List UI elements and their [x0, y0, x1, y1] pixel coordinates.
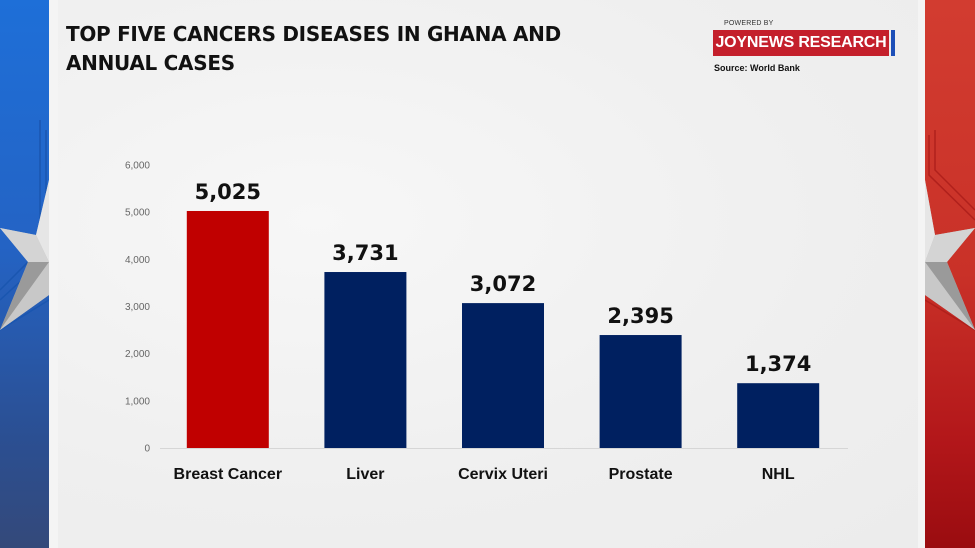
bar-prostate [599, 335, 682, 448]
x-tick-label: Liver [346, 466, 384, 483]
title-line-1: TOP FIVE CANCERS DISEASES IN GHANA AND [66, 22, 561, 46]
brand-logo: JOYNEWS RESEARCH [713, 30, 889, 56]
source-label: Source: World Bank [714, 63, 800, 73]
data-label: 2,395 [607, 304, 673, 328]
bar-nhl [737, 383, 820, 448]
y-tick-label: 2,000 [125, 349, 150, 360]
data-label: 3,072 [470, 272, 536, 296]
bar-cervix-uteri [462, 303, 544, 448]
x-tick-label: NHL [762, 466, 795, 483]
y-tick-label: 5,000 [125, 208, 150, 219]
powered-by-label: POWERED BY [724, 20, 774, 27]
y-tick-label: 3,000 [125, 302, 150, 313]
data-label: 5,025 [195, 180, 261, 204]
data-label: 3,731 [332, 241, 398, 265]
star-icon [0, 120, 49, 331]
chart-title: TOP FIVE CANCERS DISEASES IN GHANA AND A… [66, 20, 626, 78]
title-line-2: ANNUAL CASES [66, 51, 235, 75]
right-decorative-band [925, 0, 975, 548]
bar-breast-cancer [186, 210, 269, 448]
right-gap [918, 0, 925, 548]
star-icon [925, 130, 975, 331]
y-tick-label: 1,000 [125, 396, 150, 407]
bars [186, 210, 820, 448]
left-decorative-band [0, 0, 49, 548]
x-axis: Breast Cancer Liver Cervix Uteri Prostate NH… [174, 466, 795, 483]
x-tick-label: Prostate [609, 466, 673, 483]
left-gap [49, 0, 58, 548]
y-axis: 0 1,000 2,000 3,000 4,000 5,000 6,000 [125, 161, 150, 455]
data-label: 1,374 [745, 352, 811, 376]
bar-liver [324, 272, 407, 448]
x-tick-label: Breast Cancer [174, 466, 283, 483]
y-tick-label: 4,000 [125, 255, 150, 266]
y-tick-label: 6,000 [125, 161, 150, 172]
brand-stripe [891, 30, 895, 56]
y-tick-label: 0 [144, 444, 150, 455]
x-tick-label: Cervix Uteri [458, 466, 548, 483]
data-labels: 5,025 3,731 3,072 2,395 1,374 [195, 180, 812, 376]
